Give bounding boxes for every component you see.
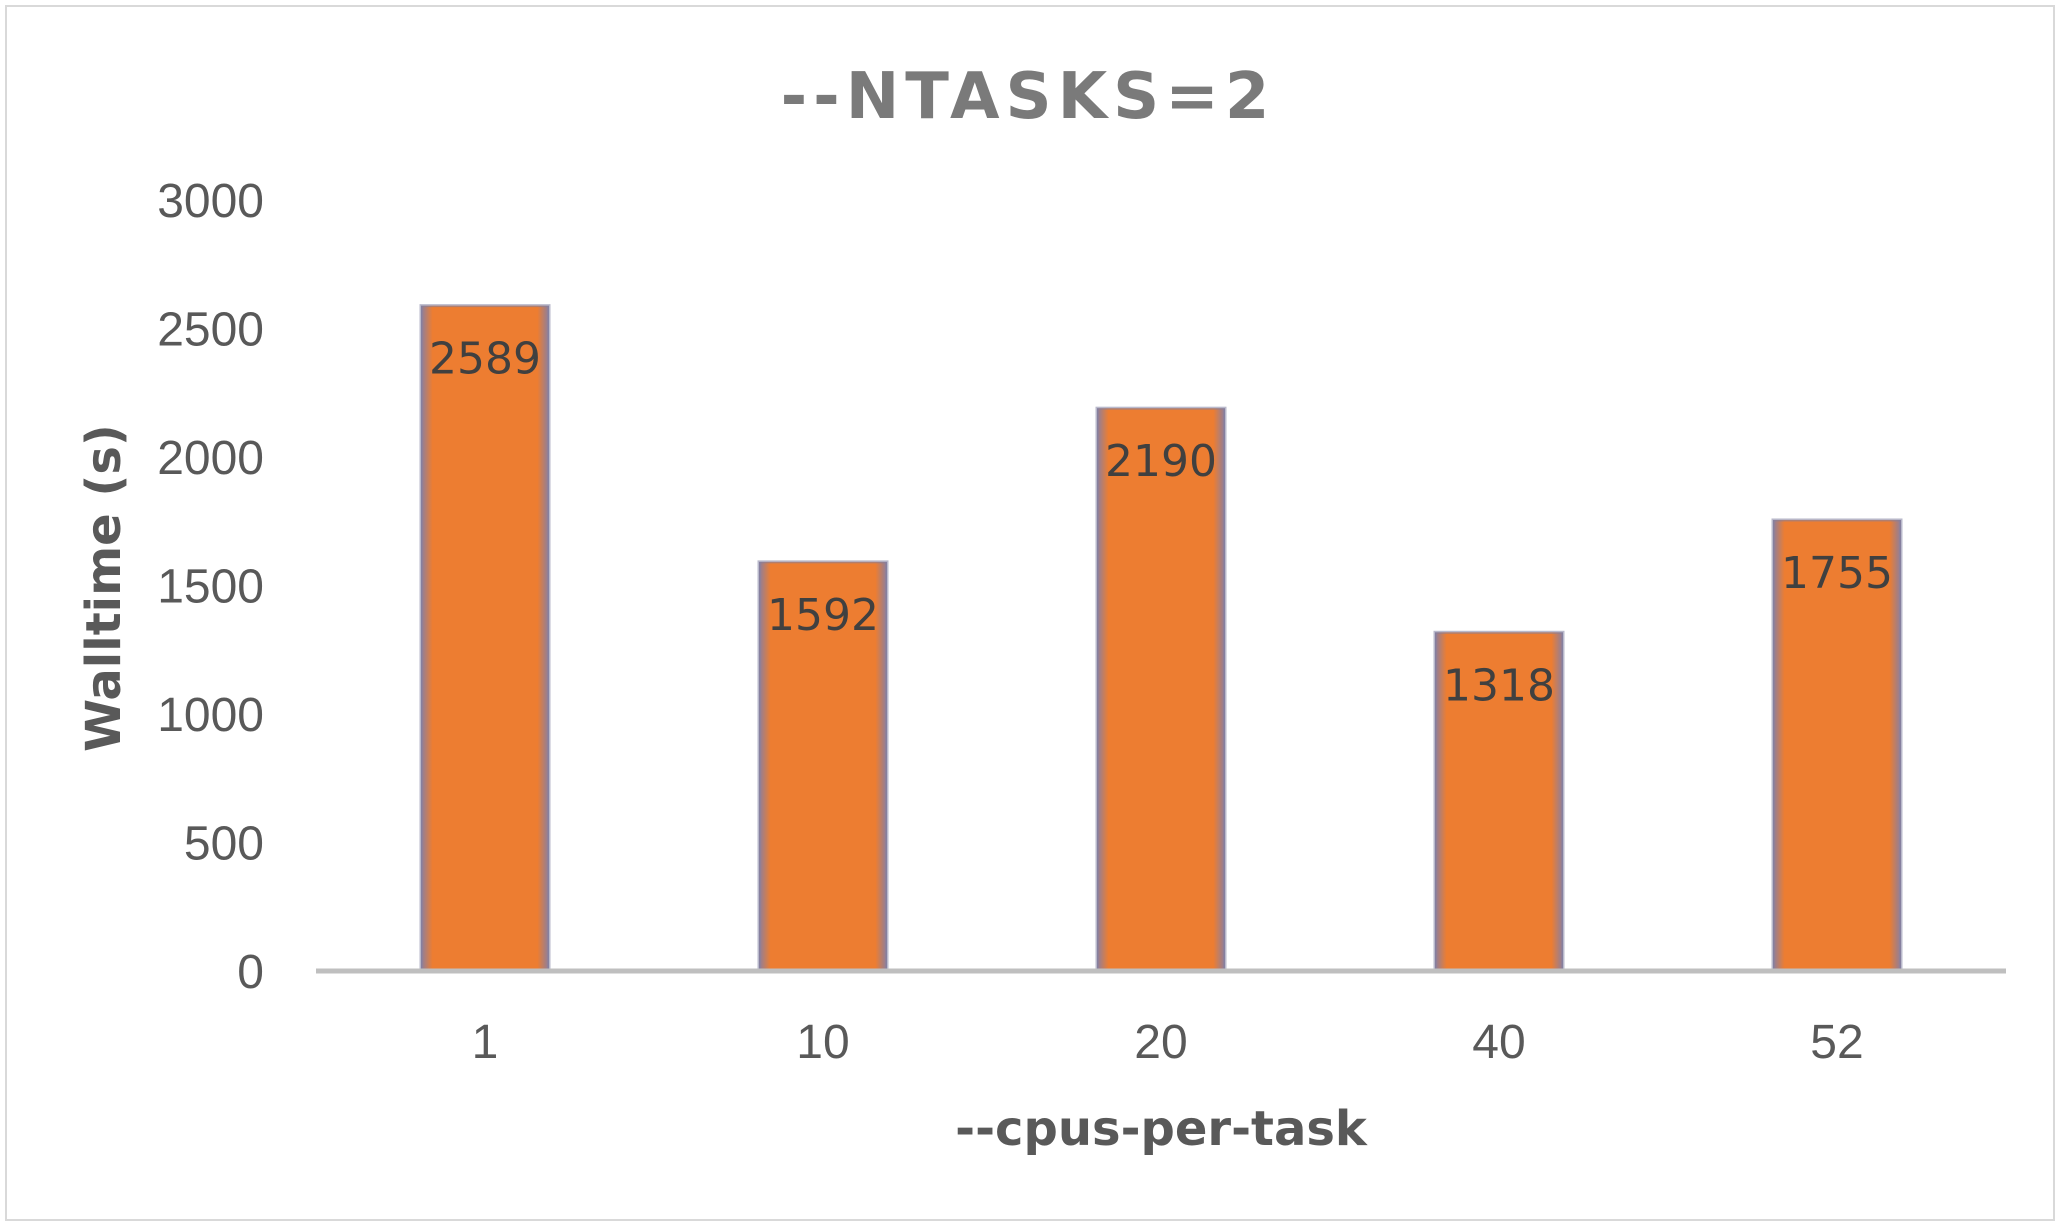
x-tick-label: 20 [1134,1016,1187,1069]
y-tick-label: 3000 [157,175,264,228]
bar [1771,518,1903,973]
y-tick-label: 1000 [157,689,264,742]
x-axis-title: --cpus-per-task [955,1101,1368,1157]
bar-value-label: 2589 [429,334,541,385]
bars [419,304,1903,973]
y-axis-tick-labels: 0 500 1000 1500 2000 2500 3000 [157,175,264,999]
data-labels: 2589 1592 2190 1318 1755 [429,334,1893,712]
bar [757,560,889,973]
y-tick-label: 2500 [157,304,264,357]
bar-value-label: 1592 [767,590,879,641]
x-axis-tick-labels: 1 10 20 40 52 [472,1016,1864,1069]
bar [1433,630,1565,973]
bar-value-label: 2190 [1105,436,1217,487]
bar [1095,406,1227,973]
y-tick-label: 1500 [157,561,264,614]
bar-value-label: 1318 [1443,660,1555,711]
y-axis-title: Walltime (s) [76,424,132,752]
chart-frame [5,5,2055,1221]
y-tick-label: 2000 [157,432,264,485]
y-tick-label: 500 [184,818,264,871]
y-tick-label: 0 [237,946,264,999]
chart-title: --NTASKS=2 [781,60,1276,134]
x-tick-label: 40 [1472,1016,1525,1069]
bar-value-label: 1755 [1781,548,1893,599]
x-tick-label: 52 [1810,1016,1863,1069]
x-tick-label: 10 [796,1016,849,1069]
bar [419,304,551,973]
x-tick-label: 1 [472,1016,499,1069]
